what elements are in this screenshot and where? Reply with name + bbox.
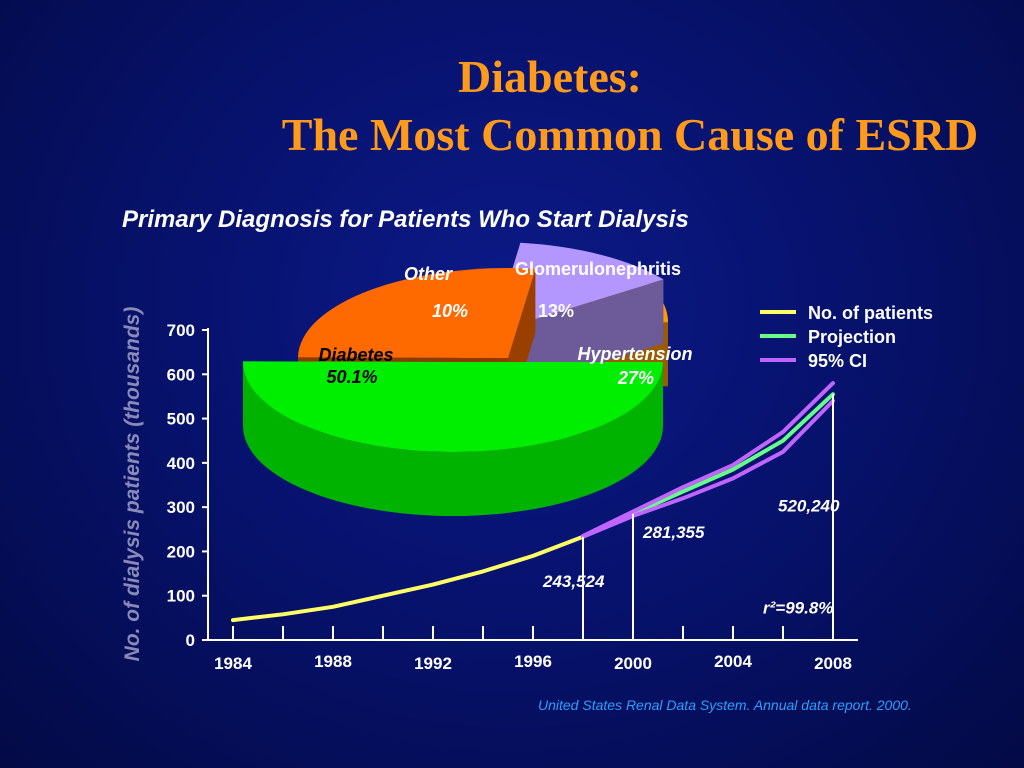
svg-text:Glomerulonephritis: Glomerulonephritis	[515, 259, 681, 279]
pie-label-hypertension: Hypertension 27%	[577, 344, 692, 388]
y-tick-label: 200	[167, 542, 195, 561]
annotation-label: r²=99.8%	[763, 598, 833, 617]
svg-text:10%: 10%	[432, 301, 468, 321]
x-tick-label: 2004	[714, 652, 752, 671]
x-tick-label: 2008	[814, 654, 852, 673]
annotation-label: 520,240	[778, 497, 840, 516]
series-line-95-ci-2	[581, 381, 835, 538]
pie-slice-diabetes	[242, 361, 663, 516]
line-series	[231, 381, 835, 623]
series-line-no-of-patients-0	[231, 534, 585, 623]
y-tick-label: 600	[167, 365, 195, 384]
title-line-1: Diabetes:	[458, 51, 642, 102]
svg-text:50.1%: 50.1%	[326, 367, 377, 387]
y-tick-label: 700	[167, 321, 195, 340]
y-tick-label: 500	[167, 410, 195, 429]
y-tick-label: 100	[167, 587, 195, 606]
y-tick-label: 0	[186, 631, 195, 650]
svg-text:Other: Other	[404, 264, 453, 284]
annotation-label: 281,355	[642, 523, 705, 542]
x-tick-label: 1996	[514, 652, 552, 671]
y-tick-label: 300	[167, 498, 195, 517]
x-tick-label: 2000	[614, 654, 652, 673]
series-line-95-ci-3	[581, 398, 835, 539]
pie-chart	[242, 242, 669, 516]
svg-text:Hypertension: Hypertension	[577, 344, 692, 364]
line-chart-axes: 0 100 200 300 400 500 600 700 1984 1988 1992 1996 20…	[167, 321, 858, 673]
annotations: 243,524 281,355 520,240 r²=99.8%	[542, 394, 840, 640]
legend-label: No. of patients	[808, 303, 933, 323]
pie-label-glomerulonephritis: Glomerulonephritis 13%	[515, 259, 681, 321]
slide-title: Diabetes: The Most Common Cause of ESRD	[130, 48, 1024, 164]
svg-text:13%: 13%	[538, 301, 574, 321]
source-citation: United States Renal Data System. Annual …	[538, 697, 912, 713]
annotation-label: 243,524	[542, 572, 605, 591]
legend: No. of patients Projection 95% CI	[760, 303, 933, 371]
legend-label: Projection	[808, 327, 896, 347]
y-tick-label: 400	[167, 454, 195, 473]
x-tick-label: 1984	[214, 654, 252, 673]
x-tick-label: 1992	[414, 654, 452, 673]
chart-subtitle: Primary Diagnosis for Patients Who Start…	[122, 206, 689, 233]
svg-text:Diabetes: Diabetes	[318, 345, 393, 365]
x-tick-label: 1988	[314, 652, 352, 671]
svg-text:27%: 27%	[617, 368, 654, 388]
title-line-2: The Most Common Cause of ESRD	[281, 109, 979, 160]
legend-label: 95% CI	[808, 351, 867, 371]
pie-label-other: Other 10%	[404, 264, 468, 321]
